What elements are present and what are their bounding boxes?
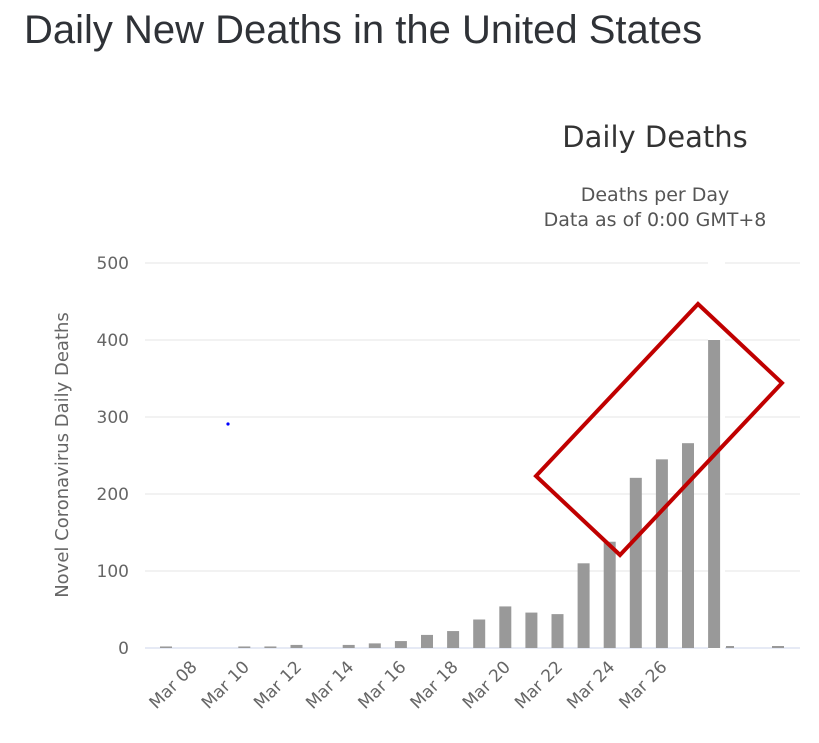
- bar-stub: [772, 646, 784, 648]
- x-tick-label: Mar 22: [511, 657, 567, 713]
- bar: [264, 646, 277, 648]
- x-tick-label: Mar 26: [615, 657, 671, 713]
- x-tick-label: Mar 12: [250, 657, 306, 713]
- grid-lines: [145, 262, 800, 649]
- bar: [551, 614, 564, 648]
- highlight-box: [533, 301, 785, 558]
- bar: [655, 459, 668, 648]
- y-axis-ticks: 0 100 200 300 400 500: [97, 254, 129, 659]
- bar: [447, 631, 460, 648]
- x-tick-label: Mar 24: [563, 657, 619, 713]
- chart-subtitle-line: Deaths per Day: [580, 184, 730, 206]
- bar: [525, 612, 538, 648]
- y-axis-label: Novel Coronavirus Daily Deaths: [52, 312, 73, 598]
- bar: [708, 340, 721, 648]
- bar: [368, 643, 381, 648]
- y-tick-label: 100: [97, 562, 129, 582]
- x-tick-label: Mar 16: [354, 657, 410, 713]
- bar-stub: [726, 646, 734, 648]
- y-tick-label: 300: [97, 408, 129, 428]
- bar: [499, 606, 512, 648]
- bar: [342, 644, 355, 648]
- bar: [577, 563, 590, 648]
- y-tick-label: 400: [97, 331, 129, 351]
- bar: [394, 641, 407, 648]
- x-tick-label: Mar 14: [302, 657, 358, 713]
- x-tick-label: Mar 18: [407, 657, 463, 713]
- chart-subtitle: Deaths per Day Data as of 0:00 GMT+8: [500, 183, 810, 233]
- chart-extras: [226, 301, 785, 558]
- bar: [603, 541, 616, 648]
- bar: [473, 619, 486, 648]
- bar: [160, 646, 172, 648]
- bar: [238, 646, 251, 648]
- x-tick-label: Mar 10: [198, 657, 254, 713]
- x-tick-label: Mar 08: [146, 657, 202, 713]
- bar: [629, 477, 642, 648]
- y-tick-label: 500: [97, 254, 129, 274]
- y-tick-label: 0: [118, 639, 129, 659]
- bar-series: [160, 340, 784, 648]
- bar: [290, 644, 303, 648]
- bar: [682, 443, 694, 648]
- chart-title: Daily Deaths: [562, 120, 748, 154]
- x-tick-label: Mar 20: [459, 657, 515, 713]
- chart-subtitle-line: Data as of 0:00 GMT+8: [543, 209, 767, 231]
- stray-marker: [226, 422, 230, 426]
- page-title: Daily New Deaths in the United States: [24, 8, 703, 52]
- y-tick-label: 200: [97, 485, 129, 505]
- bar: [421, 634, 433, 648]
